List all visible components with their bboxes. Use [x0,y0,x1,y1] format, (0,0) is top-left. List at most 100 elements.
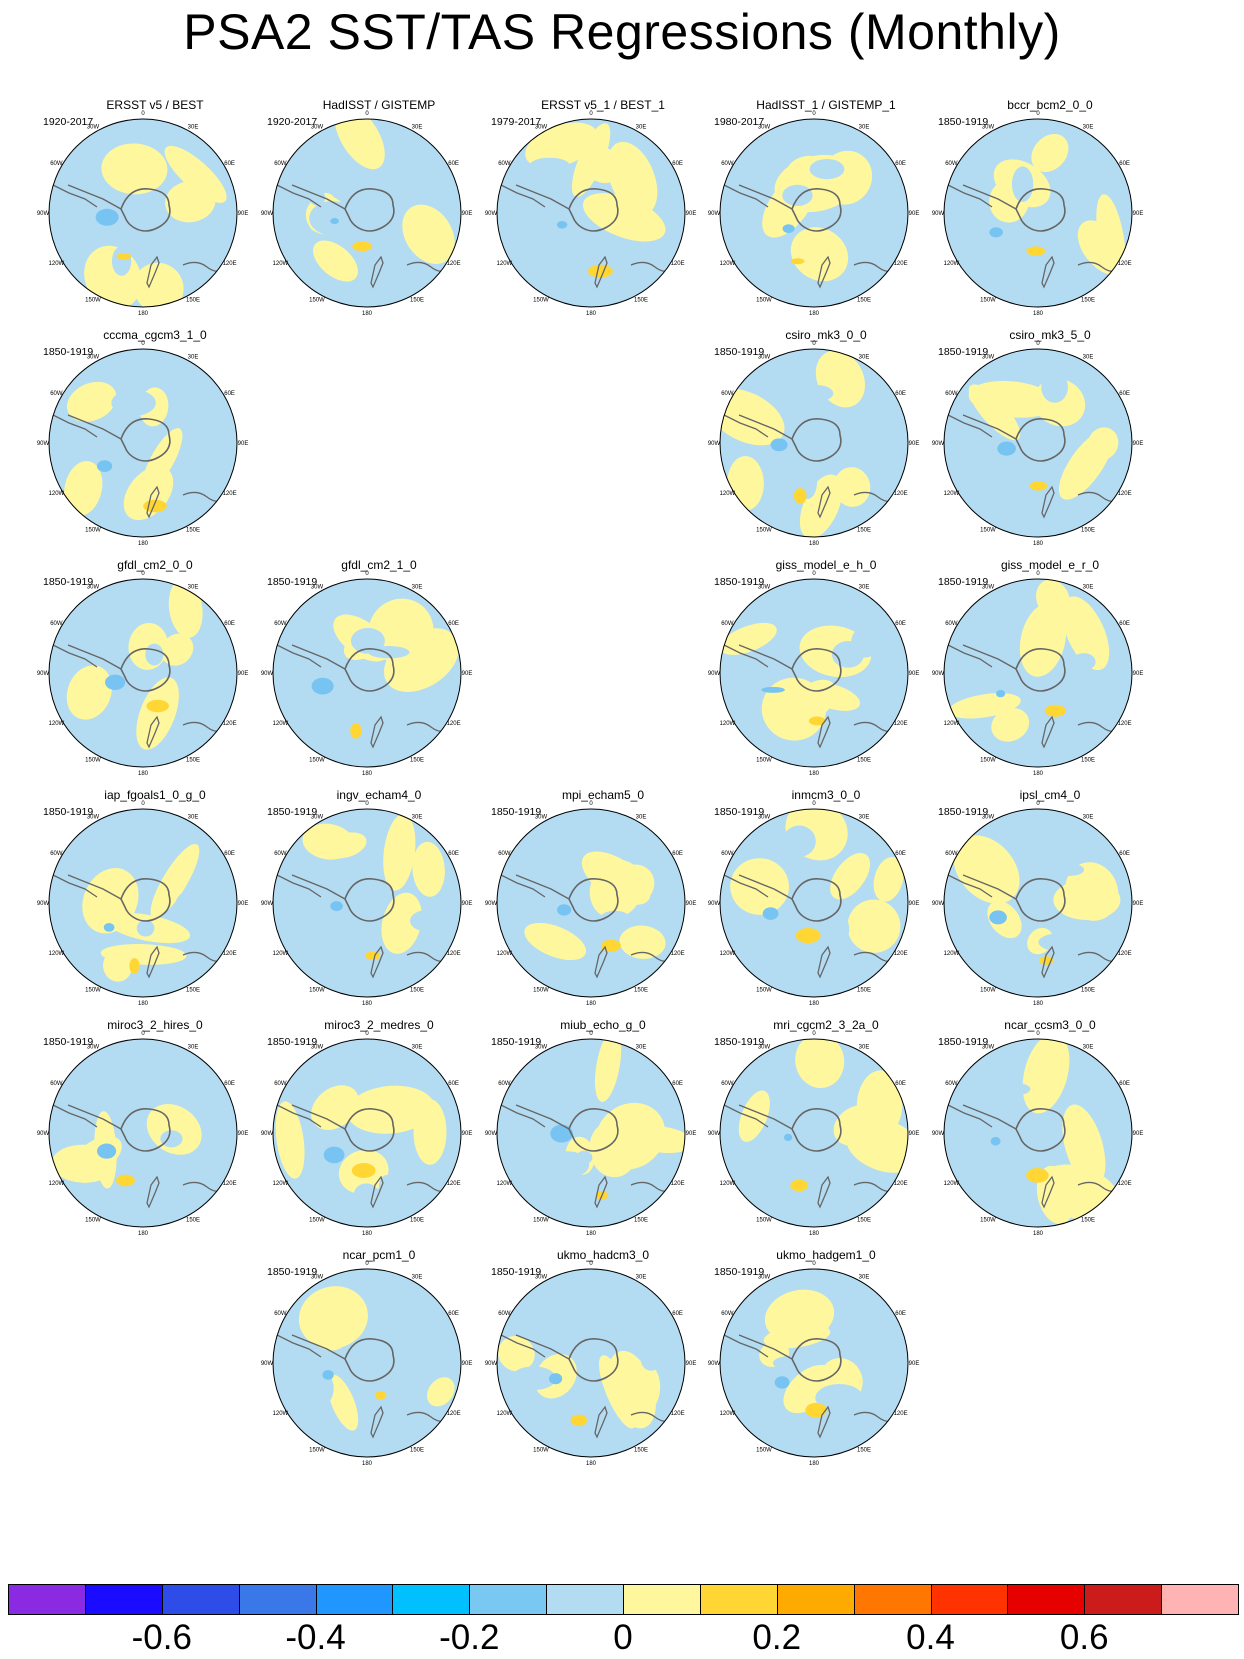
longitude-label: 90E [462,901,473,907]
longitude-label: 120W [273,951,289,957]
longitude-label: 30W [87,124,100,130]
polar-map: 0 30E 60E 90E 120E 150E 180 150W 120W 90W 60W 30W [261,1261,473,1467]
map-border [719,118,909,308]
longitude-label: 150E [186,298,200,304]
antarctic-peninsula-coastline [962,184,1017,210]
strong-positive-anomaly [808,716,826,726]
longitude-label: 90E [1133,671,1144,677]
longitude-label: 120W [720,491,736,497]
polar-map: 0 30E 60E 90E 120E 150E 180 150W 120W 90W 60W 30W [37,801,249,1007]
negative-anomaly [353,1183,380,1207]
longitude-label: 90W [932,441,945,447]
colorbar-label: 0.6 [1059,1618,1109,1657]
longitude-label: 180 [362,771,373,777]
longitude-label: 120W [497,1181,513,1187]
longitude-label: 60W [274,1311,287,1317]
longitude-label: 30E [412,1274,423,1280]
longitude-label: 90W [708,441,721,447]
longitude-label: 120W [273,261,289,267]
panel-period: 1980-2017 [714,116,765,128]
map-border [943,348,1133,538]
negative-anomaly [136,919,155,937]
longitude-label: 150E [1081,988,1095,994]
antarctic-peninsula-coastline [962,644,1017,670]
longitude-label: 90W [485,211,498,217]
positive-anomaly [595,1102,666,1170]
positive-anomaly [525,122,599,168]
longitude-label: 90W [485,1361,498,1367]
strong-negative-anomaly [549,1373,563,1385]
panel-period: 1850-1919 [714,1036,765,1048]
polar-map: 0 30E 60E 90E 120E 150E 180 150W 120W 90W 60W 30W [261,571,473,777]
colorbar-box [161,1584,240,1615]
longitude-label: 60E [448,161,459,167]
map-border [48,348,238,538]
longitude-label: 150W [309,1448,325,1454]
south-america-coastline [497,1332,546,1358]
longitude-label: 30E [1083,814,1094,820]
longitude-label: 60E [1119,391,1130,397]
longitude-label: 30W [758,124,771,130]
antarctic-peninsula-coastline [67,644,122,670]
strong-positive-anomaly [1026,1168,1049,1183]
antarctic-peninsula-coastline [291,644,346,670]
antarctica-coastline [568,188,619,232]
longitude-label: 90E [238,901,249,907]
map-border [719,1268,909,1458]
antarctica-coastline [1015,648,1066,692]
longitude-label: 30W [535,124,548,130]
map-background [944,119,1132,307]
longitude-label: 150W [309,988,325,994]
longitude-label: 60W [498,161,511,167]
antarctica-coastline [1015,418,1066,462]
longitude-label: 180 [1033,1001,1044,1007]
longitude-label: 30E [636,1044,647,1050]
positive-anomaly [275,1101,305,1179]
polar-map: 0 30E 60E 90E 120E 150E 180 150W 120W 90W 60W 30W [708,801,920,1007]
map-border [943,1038,1133,1228]
longitude-label: 30E [859,1044,870,1050]
longitude-label: 90E [238,441,249,447]
colorbar-label: -0.2 [439,1618,500,1657]
positive-anomaly [594,1039,622,1102]
longitude-label: 90W [485,1131,498,1137]
longitude-label: 180 [809,1231,820,1237]
map-panel: csiro_mk3_0_0 1850-1919 0 30E 60E 90E 120E 150E… [708,328,939,568]
negative-anomaly [998,1082,1031,1096]
panel-period: 1850-1919 [267,806,318,818]
panel-period: 1850-1919 [938,806,989,818]
antarctic-peninsula-coastline [962,874,1017,900]
strong-positive-anomaly [129,958,140,974]
longitude-label: 120E [447,1181,461,1187]
longitude-label: 0 [141,801,145,807]
antarctic-peninsula-coastline [962,1104,1017,1130]
strong-positive-anomaly [374,1391,387,1400]
longitude-label: 0 [1036,801,1040,807]
positive-anomaly [830,853,871,900]
polar-map: 0 30E 60E 90E 120E 150E 180 150W 120W 90W 60W 30W [485,111,697,317]
positive-anomaly [764,1289,835,1343]
longitude-label: 90W [261,1361,274,1367]
longitude-label: 60E [672,1081,683,1087]
panel-title: gfdl_cm2_0_0 [117,558,193,572]
new-zealand-coastline [1041,255,1055,289]
map-border [719,578,909,768]
map-border [272,808,462,998]
longitude-label: 120E [671,1411,685,1417]
map-panel: miub_echo_g_0 1850-1919 0 30E 60E 90E 120E 150E… [485,1018,716,1258]
longitude-label: 0 [812,111,816,117]
negative-anomaly [831,641,865,668]
new-zealand-coastline [817,255,831,289]
longitude-label: 90W [708,901,721,907]
longitude-label: 30E [636,1274,647,1280]
panel-title: ncar_pcm1_0 [342,1248,416,1262]
longitude-label: 60W [274,161,287,167]
longitude-label: 150W [980,988,996,994]
longitude-label: 120E [447,1411,461,1417]
longitude-label: 90E [909,211,920,217]
map-border [48,1038,238,1228]
panel-period: 1850-1919 [491,1036,542,1048]
colorbar-box [1161,1584,1239,1615]
longitude-label: 150E [186,1218,200,1224]
longitude-label: 120W [720,951,736,957]
